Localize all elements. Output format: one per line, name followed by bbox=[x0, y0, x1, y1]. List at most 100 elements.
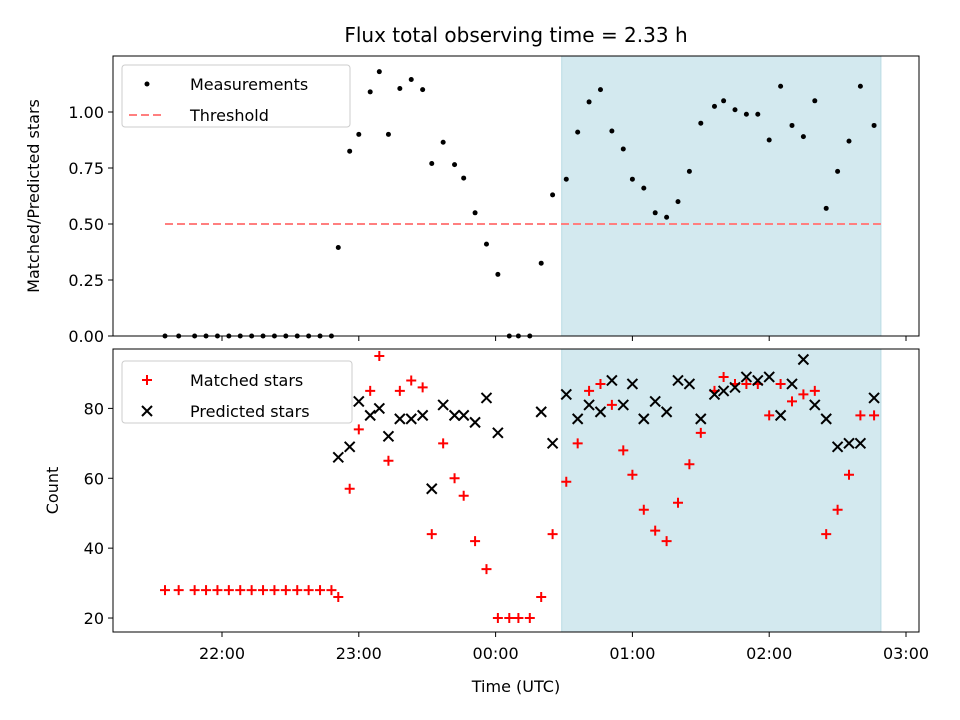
predicted-star-point bbox=[583, 399, 595, 411]
matched-star-point bbox=[741, 378, 752, 389]
x-tick-label: 02:00 bbox=[746, 644, 792, 663]
matched-star-point bbox=[315, 585, 326, 596]
top-y-ticks: 0.00 0.25 0.50 0.75 1.00 bbox=[68, 103, 113, 346]
predicted-star-point bbox=[683, 378, 696, 390]
measurement-point bbox=[563, 176, 569, 182]
measurement-point bbox=[664, 214, 670, 220]
y-tick-label: 0.75 bbox=[68, 159, 104, 178]
y-tick-label: 20 bbox=[84, 609, 104, 628]
matched-star-point bbox=[292, 585, 303, 596]
measurement-point bbox=[356, 131, 362, 137]
matched-star-point bbox=[344, 483, 355, 494]
x-tick-label: 03:00 bbox=[883, 644, 929, 663]
matched-star-point bbox=[844, 469, 854, 480]
measurement-point bbox=[755, 111, 761, 117]
predicted-star-point bbox=[492, 427, 504, 439]
matched-star-point bbox=[661, 536, 672, 547]
legend-box bbox=[121, 360, 353, 424]
measurement-point bbox=[652, 210, 658, 216]
predicted-star-point bbox=[809, 399, 821, 411]
measurement-point bbox=[586, 99, 592, 105]
measurement-point bbox=[871, 122, 877, 128]
legend-label: Measurements bbox=[190, 75, 308, 94]
predicted-star-point bbox=[695, 413, 707, 425]
matched-star-point bbox=[326, 585, 337, 596]
predicted-star-point bbox=[729, 381, 741, 394]
predicted-star-point bbox=[672, 374, 684, 387]
matched-star-point bbox=[492, 613, 503, 624]
matched-star-point bbox=[258, 585, 269, 596]
predicted-star-point bbox=[437, 399, 449, 411]
matched-star-point bbox=[513, 613, 524, 624]
matched-star-point bbox=[333, 592, 344, 603]
predicted-star-point bbox=[394, 413, 406, 425]
matched-star-point bbox=[449, 473, 460, 484]
matched-star-point bbox=[524, 613, 535, 624]
predicted-star-point bbox=[854, 437, 867, 450]
bottom-x-ticks: 22:00 23:00 00:00 01:00 02:00 03:00 bbox=[199, 632, 929, 663]
matched-star-point bbox=[269, 585, 280, 596]
matched-star-point bbox=[695, 427, 706, 438]
predicted-star-point bbox=[426, 483, 438, 495]
matched-star-point bbox=[798, 389, 809, 400]
measurement-point bbox=[698, 120, 704, 126]
y-tick-label: 0.00 bbox=[68, 327, 104, 346]
measurement-point bbox=[778, 83, 784, 89]
matched-star-point bbox=[406, 375, 417, 386]
predicted-star-point bbox=[626, 378, 639, 390]
measurement-point bbox=[641, 185, 647, 191]
measurement-point bbox=[420, 87, 426, 93]
measurement-point bbox=[766, 137, 772, 143]
legend-label: Predicted stars bbox=[190, 402, 310, 421]
measurement-point bbox=[800, 134, 806, 140]
predicted-star-point bbox=[535, 406, 547, 418]
matched-star-point bbox=[809, 385, 820, 396]
predicted-star-point bbox=[638, 413, 650, 425]
measurement-point bbox=[335, 245, 341, 251]
matched-star-point bbox=[595, 378, 606, 389]
measurement-point bbox=[675, 199, 681, 205]
matched-star-point bbox=[606, 399, 617, 410]
measurement-point bbox=[743, 111, 749, 117]
bottom-y-ticks: 20 40 60 80 bbox=[84, 399, 113, 628]
measurement-point bbox=[732, 107, 738, 113]
measurement-point bbox=[347, 148, 353, 154]
measurement-point bbox=[609, 128, 615, 134]
measurement-point bbox=[857, 83, 863, 89]
predicted-star-point bbox=[752, 374, 764, 387]
measurement-point bbox=[429, 161, 435, 167]
measurement-point bbox=[711, 103, 717, 109]
top-y-axis-label: Matched/Predicted stars bbox=[24, 99, 43, 293]
matched-star-point bbox=[561, 476, 572, 487]
matched-star-point bbox=[223, 585, 234, 596]
measurement-point bbox=[408, 77, 414, 83]
matched-star-point bbox=[855, 410, 866, 421]
measurement-point bbox=[483, 241, 489, 247]
matched-star-point bbox=[869, 410, 880, 421]
bottom-y-axis-label: Count bbox=[43, 467, 62, 515]
measurement-point bbox=[629, 176, 635, 182]
matched-star-point bbox=[821, 529, 832, 540]
matched-star-point bbox=[303, 585, 314, 596]
matched-star-point bbox=[650, 525, 661, 536]
predicted-star-point bbox=[708, 388, 721, 401]
measurement-point bbox=[835, 168, 841, 174]
legend-label: Matched stars bbox=[190, 371, 303, 390]
matched-star-point bbox=[775, 378, 786, 389]
x-tick-label: 00:00 bbox=[473, 644, 519, 663]
matched-star-point bbox=[618, 445, 629, 456]
measurement-point bbox=[495, 271, 501, 277]
x-tick-label: 22:00 bbox=[199, 644, 245, 663]
matched-star-point bbox=[764, 410, 775, 421]
top-legend: Measurements Threshold bbox=[121, 64, 351, 128]
predicted-star-point bbox=[740, 371, 753, 383]
measurement-points bbox=[162, 69, 877, 339]
predicted-star-point bbox=[717, 385, 730, 397]
predicted-star-point bbox=[617, 399, 629, 411]
matched-star-point bbox=[212, 585, 223, 596]
measurement-point bbox=[538, 260, 544, 266]
matched-star-point bbox=[280, 585, 291, 596]
y-tick-label: 60 bbox=[84, 469, 104, 488]
predicted-star-point bbox=[469, 416, 481, 429]
predicted-star-point bbox=[343, 441, 356, 453]
